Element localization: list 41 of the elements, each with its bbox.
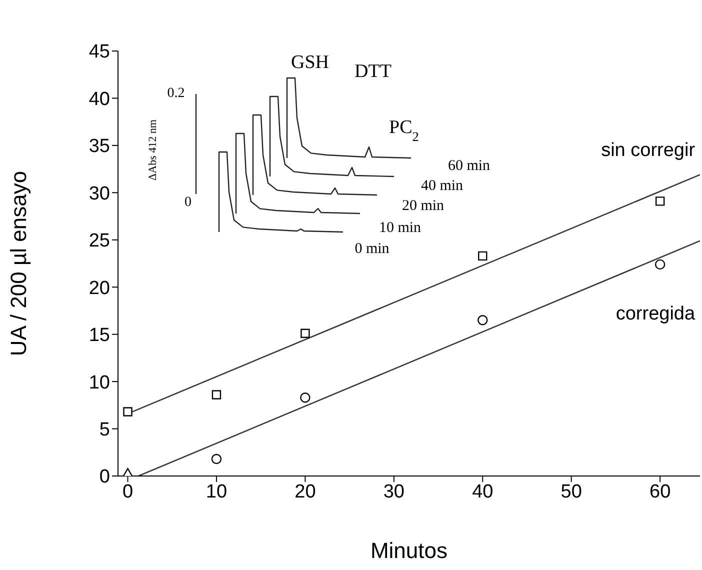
x-tick-label: 50 xyxy=(560,481,582,502)
y-tick-label: 10 xyxy=(88,372,110,394)
point xyxy=(123,407,132,416)
point xyxy=(212,390,222,400)
x-tick-label: 20 xyxy=(294,481,316,502)
annotation: 0 xyxy=(184,195,192,210)
x-axis-title: Minutos xyxy=(370,538,448,563)
text: corregida xyxy=(616,303,696,324)
point xyxy=(300,392,310,403)
y-tick-label: 0 xyxy=(99,466,110,488)
y-tick-label: 15 xyxy=(88,325,110,346)
annotation: 0 min xyxy=(354,241,390,257)
y-tick-label: 5 xyxy=(99,420,110,441)
annotation: GSH xyxy=(290,52,330,73)
point xyxy=(478,251,488,261)
annotation: PC$_{2}$ xyxy=(389,117,419,144)
annotation: 10 min xyxy=(378,220,422,236)
y-tick-label: 20 xyxy=(88,278,110,299)
y-tick-label: 25 xyxy=(88,230,110,252)
x-tick-label: 60 xyxy=(650,481,671,502)
text: sin corregir xyxy=(601,140,696,162)
y-tick-label: 40 xyxy=(88,88,110,110)
point xyxy=(654,259,666,270)
annotation: ΔAbs 412 nm xyxy=(147,119,159,180)
y-tick-label: 35 xyxy=(88,136,110,158)
annotation: DTT xyxy=(354,61,392,82)
point xyxy=(300,328,310,338)
y-axis-title: UA / 200 µl ensayo xyxy=(6,170,31,356)
point xyxy=(211,454,222,464)
y-tick-label: 30 xyxy=(88,183,110,204)
x-tick-label: 40 xyxy=(472,481,494,502)
x-tick-label: 10 xyxy=(206,481,228,502)
point xyxy=(478,315,488,326)
annotation: 20 min xyxy=(402,198,445,214)
point xyxy=(655,196,665,206)
annotation: 40 min xyxy=(420,178,464,194)
annotation: 60 min xyxy=(448,158,491,174)
y-tick-label: 45 xyxy=(88,42,110,63)
x-tick-label: 0 xyxy=(122,481,134,502)
x-tick-label: 30 xyxy=(383,481,404,502)
annotation: 0.2 xyxy=(167,86,185,101)
